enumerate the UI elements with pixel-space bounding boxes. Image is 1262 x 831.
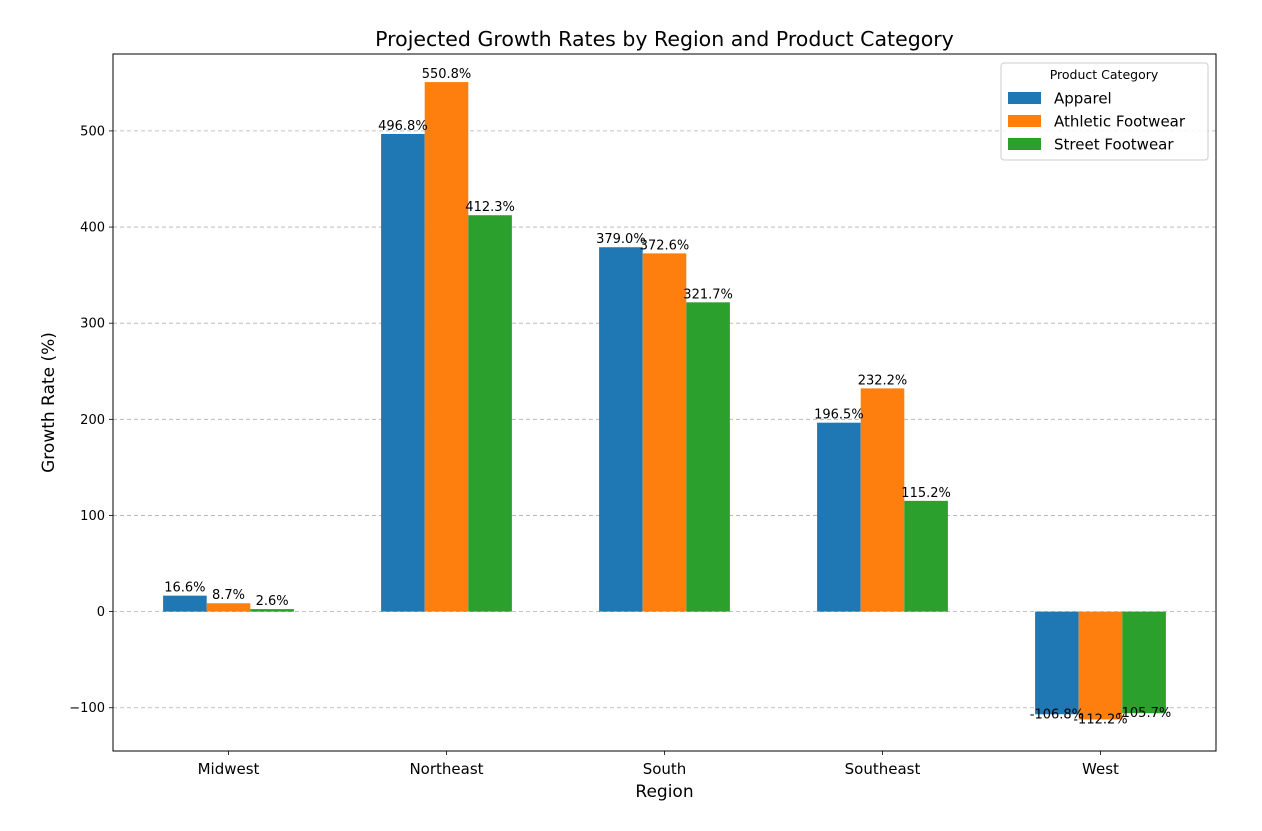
bar — [206, 603, 251, 612]
x-axis: Midwest Northeast South Southeast West — [198, 751, 1119, 778]
data-label: 412.3% — [465, 200, 515, 215]
data-labels: 16.6% 496.8% 379.0% 196.5% -106.8% 8.7% 550.8%… — [164, 67, 1171, 727]
x-axis-title: Region — [635, 782, 693, 802]
data-label: 115.2% — [901, 486, 951, 501]
bar — [163, 595, 207, 612]
legend-label: Street Footwear — [1054, 136, 1174, 154]
x-tick-label: Northeast — [409, 760, 483, 778]
data-label: 196.5% — [814, 408, 864, 423]
data-label: 372.6% — [640, 238, 690, 253]
bar — [468, 215, 512, 612]
legend-title: Product Category — [1050, 67, 1159, 82]
y-axis: −100 0 100 200 300 400 500 — [69, 124, 113, 716]
chart-title: Projected Growth Rates by Region and Pro… — [375, 27, 954, 51]
data-label: 232.2% — [858, 373, 908, 388]
data-label: 321.7% — [683, 287, 733, 302]
data-label: -106.8% — [1030, 707, 1084, 722]
y-tick-label: 200 — [80, 413, 105, 428]
legend-swatch — [1008, 92, 1041, 104]
bar — [1078, 611, 1123, 720]
data-label: 379.0% — [596, 232, 646, 247]
bar — [686, 302, 730, 612]
y-tick-label: 300 — [80, 317, 105, 332]
y-tick-label: −100 — [69, 701, 105, 716]
x-tick-label: Southeast — [845, 760, 921, 778]
data-label: 496.8% — [378, 119, 428, 134]
bar — [1122, 611, 1166, 714]
bar — [250, 609, 294, 612]
bar — [904, 500, 948, 612]
x-tick-label: Midwest — [198, 760, 260, 778]
legend-box — [1000, 62, 1209, 161]
y-tick-label: 500 — [80, 124, 105, 139]
data-label: 8.7% — [212, 588, 245, 603]
bar — [1035, 611, 1079, 715]
y-tick-label: 100 — [80, 509, 105, 524]
y-axis-title: Growth Rate (%) — [39, 332, 59, 473]
bar — [424, 82, 469, 612]
bar — [381, 133, 425, 612]
legend-swatch — [1008, 115, 1041, 127]
bars — [163, 82, 1166, 720]
data-label: -105.7% — [1117, 706, 1171, 721]
legend-swatch — [1008, 138, 1041, 150]
data-label: 2.6% — [256, 594, 289, 609]
y-tick-label: 0 — [97, 605, 105, 620]
grid-lines — [113, 130, 1216, 709]
x-tick-label: West — [1082, 760, 1119, 778]
y-tick-label: 400 — [80, 221, 105, 236]
legend-label: Athletic Footwear — [1054, 113, 1186, 131]
bar — [860, 388, 905, 612]
bar — [642, 253, 687, 612]
bar — [817, 422, 861, 612]
data-label: 16.6% — [164, 581, 205, 596]
x-tick-label: South — [643, 760, 687, 778]
legend: Product Category Apparel Athletic Footwea… — [1000, 62, 1209, 161]
data-label: -112.2% — [1073, 712, 1127, 727]
bar — [599, 247, 643, 612]
legend-label: Apparel — [1054, 90, 1112, 108]
data-label: 550.8% — [422, 67, 472, 82]
